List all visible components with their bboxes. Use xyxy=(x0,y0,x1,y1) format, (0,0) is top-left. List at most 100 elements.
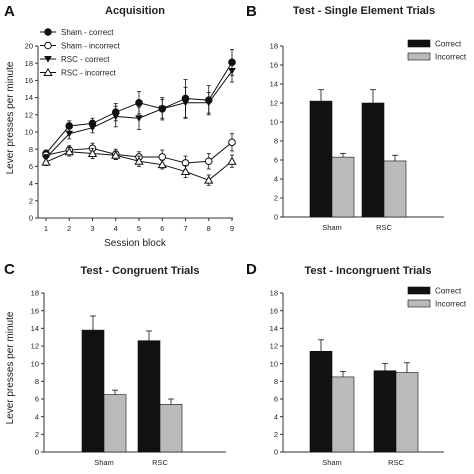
panel-a-ytick-label: 14 xyxy=(25,93,33,102)
panel-d-ytick-label: 8 xyxy=(274,377,278,386)
panel-c-ytick-label: 2 xyxy=(35,430,39,439)
panel-b-title: Test - Single Element Trials xyxy=(293,5,435,17)
data-point-rsc-correct xyxy=(111,113,120,121)
legend-label-rsc-correct: RSC - correct xyxy=(61,55,110,64)
panel-a-xtick-label: 9 xyxy=(230,224,234,233)
panel-b: B Test - Single Element Trials 0 2 4 6 8 10 12… xyxy=(246,3,467,232)
panel-a-title: Acquisition xyxy=(105,5,165,17)
bar-sham-incorrect xyxy=(331,376,355,453)
data-point-rsc-correct xyxy=(88,124,97,132)
panel-d-ytick-label: 18 xyxy=(270,289,278,298)
panel-c-category-label: RSC xyxy=(152,458,168,467)
panel-d-category-label: RSC xyxy=(388,458,404,467)
panel-b-ytick-label: 2 xyxy=(274,194,278,203)
panel-b-ytick-label: 8 xyxy=(274,137,278,146)
legend-swatch-correct xyxy=(407,39,431,48)
panel-label-d: D xyxy=(246,261,257,278)
panel-c-ytick-label: 0 xyxy=(35,448,39,457)
panel-c-category-label: Sham xyxy=(94,458,114,467)
legend-marker-rsc-correct xyxy=(44,56,52,63)
data-point-rsc-incorrect xyxy=(157,160,167,169)
panel-c-ytick-label: 4 xyxy=(35,412,39,421)
panel-c-ytick-label: 6 xyxy=(35,395,39,404)
bar-sham-correct xyxy=(309,350,333,453)
panel-a-ytick-label: 10 xyxy=(25,128,33,137)
panel-b-ytick-label: 18 xyxy=(270,42,278,51)
legend-marker-rsc-incorrect xyxy=(43,67,53,76)
data-point-sham-incorrect xyxy=(228,138,236,147)
panel-d-ytick-label: 16 xyxy=(270,306,278,315)
panel-c-ylabel: Lever presses per minute xyxy=(5,311,16,424)
panel-d: D Test - Incongruent Trials 0 2 4 6 8 10 12 14 1… xyxy=(246,261,467,467)
bar-rsc-incorrect xyxy=(395,372,419,453)
panel-a-ytick-label: 8 xyxy=(29,145,33,154)
legend-marker-sham-incorrect xyxy=(44,41,52,50)
panel-a-xtick-label: 5 xyxy=(137,224,141,233)
panel-c: C Test - Congruent Trials Lever presses … xyxy=(4,261,226,467)
data-point-rsc-incorrect xyxy=(204,175,214,184)
panel-b-ytick-label: 10 xyxy=(270,118,278,127)
legend-label-incorrect: Incorrect xyxy=(435,300,467,309)
panel-b-category-label: Sham xyxy=(322,223,342,232)
panel-a-xlabel: Session block xyxy=(104,238,167,249)
bar-sham-incorrect xyxy=(103,394,127,453)
data-point-rsc-correct xyxy=(204,99,213,107)
panel-c-ytick-label: 14 xyxy=(31,324,39,333)
panel-c-ytick-label: 16 xyxy=(31,306,39,315)
bar-rsc-correct xyxy=(137,340,161,453)
panel-a-ytick-label: 4 xyxy=(29,179,33,188)
bar-rsc-incorrect xyxy=(383,160,407,218)
panel-d-ytick-label: 6 xyxy=(274,395,278,404)
panel-d-ytick-label: 0 xyxy=(274,448,278,457)
bar-rsc-correct xyxy=(373,370,397,453)
panel-a-ytick-label: 12 xyxy=(25,110,33,119)
panel-a-series xyxy=(41,49,237,186)
panel-c-title: Test - Congruent Trials xyxy=(81,265,200,277)
panel-a-xtick-label: 2 xyxy=(67,224,71,233)
panel-b-bars xyxy=(309,89,407,218)
data-point-rsc-incorrect xyxy=(227,156,237,165)
legend-swatch-incorrect xyxy=(407,52,431,61)
panel-a-xtick-label: 4 xyxy=(114,224,118,233)
panel-b-legend: Correct Incorrect xyxy=(407,39,467,62)
legend-marker-sham-correct xyxy=(44,28,52,36)
panel-c-ytick-label: 12 xyxy=(31,342,39,351)
panel-d-ytick-label: 12 xyxy=(270,342,278,351)
legend-swatch-correct xyxy=(407,286,431,295)
legend-label-incorrect: Incorrect xyxy=(435,53,467,62)
panel-a-ytick-label: 16 xyxy=(25,76,33,85)
panel-d-legend: Correct Incorrect xyxy=(407,286,467,309)
panel-label-b: B xyxy=(246,3,257,20)
panel-c-ytick-label: 8 xyxy=(35,377,39,386)
data-point-rsc-correct xyxy=(135,115,143,122)
panel-a-xtick-label: 6 xyxy=(160,224,164,233)
bar-sham-correct xyxy=(309,100,333,218)
data-point-rsc-incorrect xyxy=(111,150,121,159)
data-point-rsc-incorrect xyxy=(180,166,191,176)
panel-a-ytick-label: 0 xyxy=(29,214,33,223)
panel-b-ytick-label: 12 xyxy=(270,99,278,108)
data-point-rsc-correct xyxy=(228,67,236,75)
bar-sham-correct xyxy=(81,329,105,453)
legend-label-correct: Correct xyxy=(435,40,462,49)
panel-a-xtick-label: 1 xyxy=(44,224,48,233)
legend-label-sham-correct: Sham - correct xyxy=(61,28,114,37)
panel-b-category-label: RSC xyxy=(376,223,392,232)
panel-d-category-label: Sham xyxy=(322,458,342,467)
data-point-sham-incorrect xyxy=(158,153,167,161)
panel-b-ytick-label: 16 xyxy=(270,61,278,70)
data-point-rsc-incorrect xyxy=(134,156,144,165)
data-point-rsc-incorrect xyxy=(87,148,98,157)
panel-c-axes: 0 2 4 6 8 10 12 14 16 18 Sham RSC xyxy=(31,289,226,467)
panel-b-ytick-label: 6 xyxy=(274,156,278,165)
legend-label-sham-incorrect: Sham - incorrect xyxy=(61,42,120,51)
panel-d-ytick-label: 10 xyxy=(270,359,278,368)
panel-label-a: A xyxy=(4,3,15,20)
legend-swatch-incorrect xyxy=(407,299,431,308)
panel-a: A Acquisition Lever presses per minute S… xyxy=(4,3,237,249)
data-point-rsc-correct xyxy=(65,130,74,138)
legend-label-rsc-incorrect: RSC - incorrect xyxy=(61,69,116,78)
panel-a-legend: Sham - correct Sham - incorrect RSC - corr… xyxy=(40,28,120,78)
